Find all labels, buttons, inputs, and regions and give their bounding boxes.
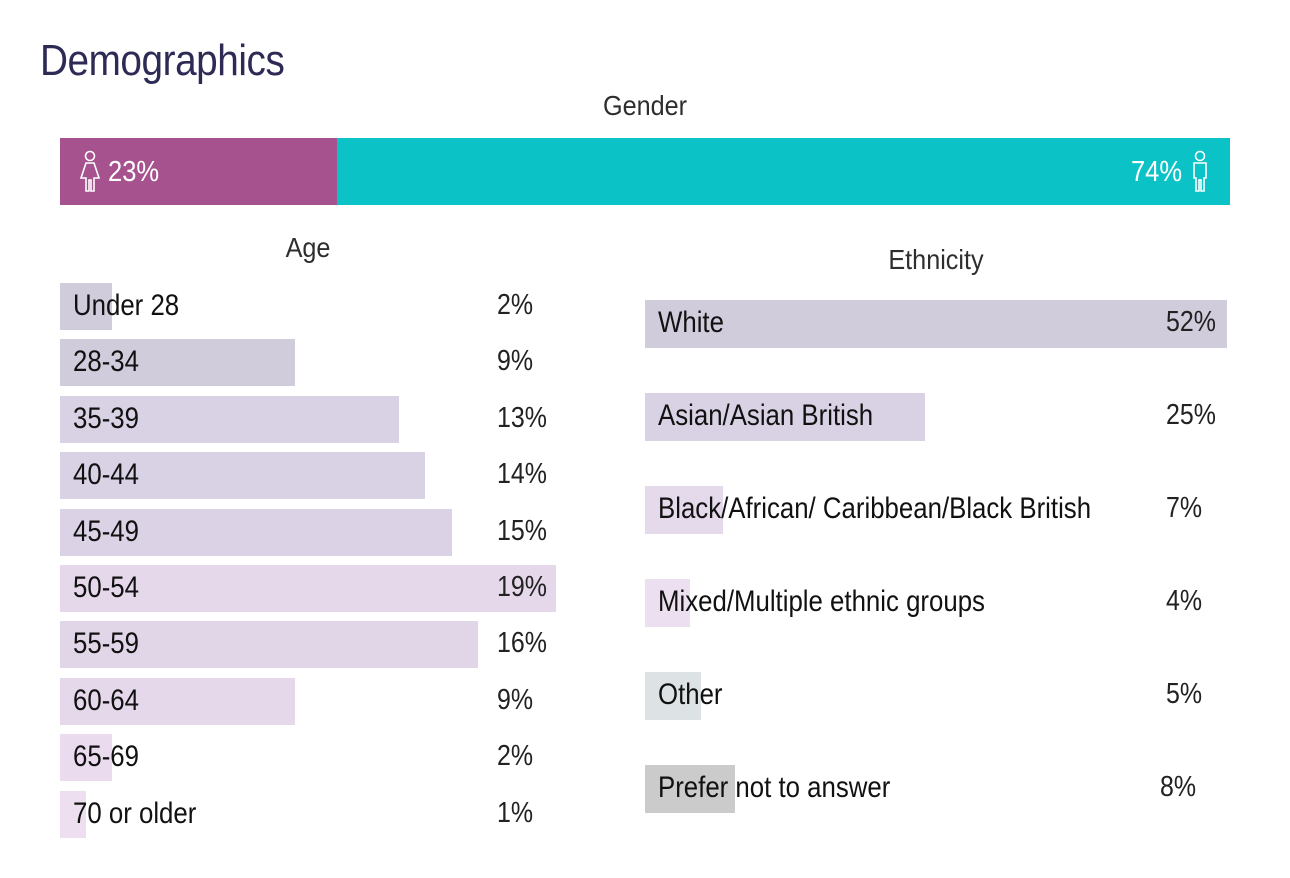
ethnicity-category-label: Prefer not to answer [658,771,891,804]
page-title: Demographics [40,36,285,85]
ethnicity-value-label: 8% [1160,771,1197,803]
age-bar [60,565,556,612]
age-bar [60,283,113,330]
age-category-label: Under 28 [73,289,180,322]
ethnicity-bar [645,486,724,534]
age-value-label: 9% [497,345,534,378]
age-value-label: 15% [497,514,547,547]
ethnicity-category-label: Asian/Asian British [658,399,874,432]
age-category-label: 28-34 [73,345,139,379]
age-category-label: 55-59 [73,627,139,661]
ethnicity-value-label: 5% [1166,678,1203,710]
age-value-label: 14% [497,458,547,491]
age-category-label: 70 or older [73,796,197,830]
age-chart-title: Age [285,232,331,263]
age-value-label: 16% [497,627,547,660]
age-value-label: 2% [497,289,534,321]
age-category-label: 35-39 [73,401,139,435]
gender-label-male: 74% [1130,156,1182,188]
age-value-label: 2% [497,740,534,773]
male-icon [1188,150,1212,199]
ethnicity-value-label: 7% [1166,492,1203,524]
age-value-label: 19% [497,571,547,603]
age-bar [60,677,295,725]
ethnicity-value-label: 52% [1166,306,1216,338]
age-value-label: 9% [497,683,534,716]
ethnicity-bar [645,765,735,813]
age-value-label: 13% [497,401,547,434]
age-bar [60,452,426,500]
age-category-label: 50-54 [73,571,139,604]
female-icon [78,150,102,199]
ethnicity-value-label: 25% [1166,399,1216,431]
ethnicity-category-label: Other [658,678,723,711]
gender-label-female: 23% [108,156,160,188]
age-category-label: 45-49 [73,514,139,548]
age-bar [60,621,478,669]
ethnicity-category-label: Black/African/ Caribbean/Black British [658,492,1092,525]
gender-bar-female [60,138,337,205]
age-category-label: 60-64 [73,683,139,717]
age-value-label: 1% [497,796,534,829]
age-bar [60,734,113,782]
ethnicity-bar [645,393,925,441]
age-bar [60,508,452,556]
age-bar [60,395,400,443]
age-bar [60,339,295,387]
ethnicity-category-label: Mixed/Multiple ethnic groups [658,585,985,618]
gender-bar-male [337,138,1230,205]
ethnicity-bar [645,300,1227,348]
age-bar [60,790,87,838]
age-category-label: 40-44 [73,458,139,492]
gender-bar-chart: 23% 74% [60,138,1230,205]
age-category-label: 65-69 [73,740,139,774]
gender-chart-title: Gender [602,90,688,121]
ethnicity-chart-title: Ethnicity [888,244,984,275]
ethnicity-category-label: White [658,306,724,339]
ethnicity-value-label: 4% [1166,585,1203,617]
ethnicity-bar [645,672,701,720]
ethnicity-bar [645,579,690,627]
